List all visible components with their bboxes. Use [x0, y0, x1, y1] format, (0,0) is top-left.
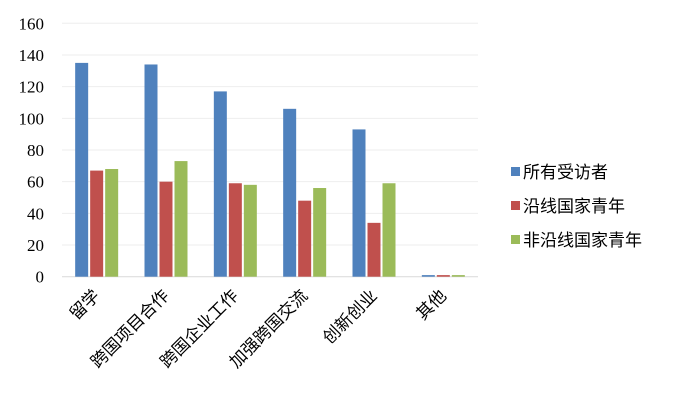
x-tick-label: 其他 [413, 286, 451, 324]
bar [144, 64, 158, 277]
x-tick-label: 创新创业 [319, 286, 381, 348]
y-tick-label: 80 [27, 141, 44, 160]
bar [283, 108, 297, 277]
y-tick-label: 40 [27, 204, 44, 223]
bar [228, 183, 242, 277]
y-tick-label: 100 [19, 109, 45, 128]
bar [159, 181, 173, 277]
bar [313, 188, 327, 277]
legend-label: 非沿线国家青年 [523, 231, 642, 251]
y-tick-label: 120 [19, 78, 45, 97]
legend-label: 所有受访者 [523, 163, 608, 183]
bar [75, 62, 89, 277]
y-axis-ticks: 0 20 40 60 80 100 120 140 160 [19, 14, 45, 286]
y-tick-label: 160 [19, 14, 45, 33]
bar [451, 275, 465, 277]
bar [105, 169, 119, 277]
bar [382, 183, 396, 277]
bar [174, 161, 188, 277]
legend-swatch [511, 201, 520, 210]
y-tick-label: 140 [19, 46, 45, 65]
gridlines [62, 22, 478, 278]
y-tick-label: 60 [27, 173, 44, 192]
bar [298, 200, 312, 277]
bars [75, 62, 465, 277]
legend-swatch [511, 167, 520, 176]
y-tick-label: 20 [27, 236, 44, 255]
bar [90, 170, 104, 277]
bar [213, 91, 227, 277]
bar [352, 129, 366, 277]
bar [243, 184, 257, 277]
y-tick-label: 0 [36, 268, 45, 287]
legend-swatch [511, 235, 520, 244]
x-tick-label: 留学 [66, 286, 104, 324]
legend-label: 沿线国家青年 [523, 197, 625, 217]
bar [367, 222, 381, 277]
bar [421, 275, 435, 277]
bar [436, 275, 450, 277]
